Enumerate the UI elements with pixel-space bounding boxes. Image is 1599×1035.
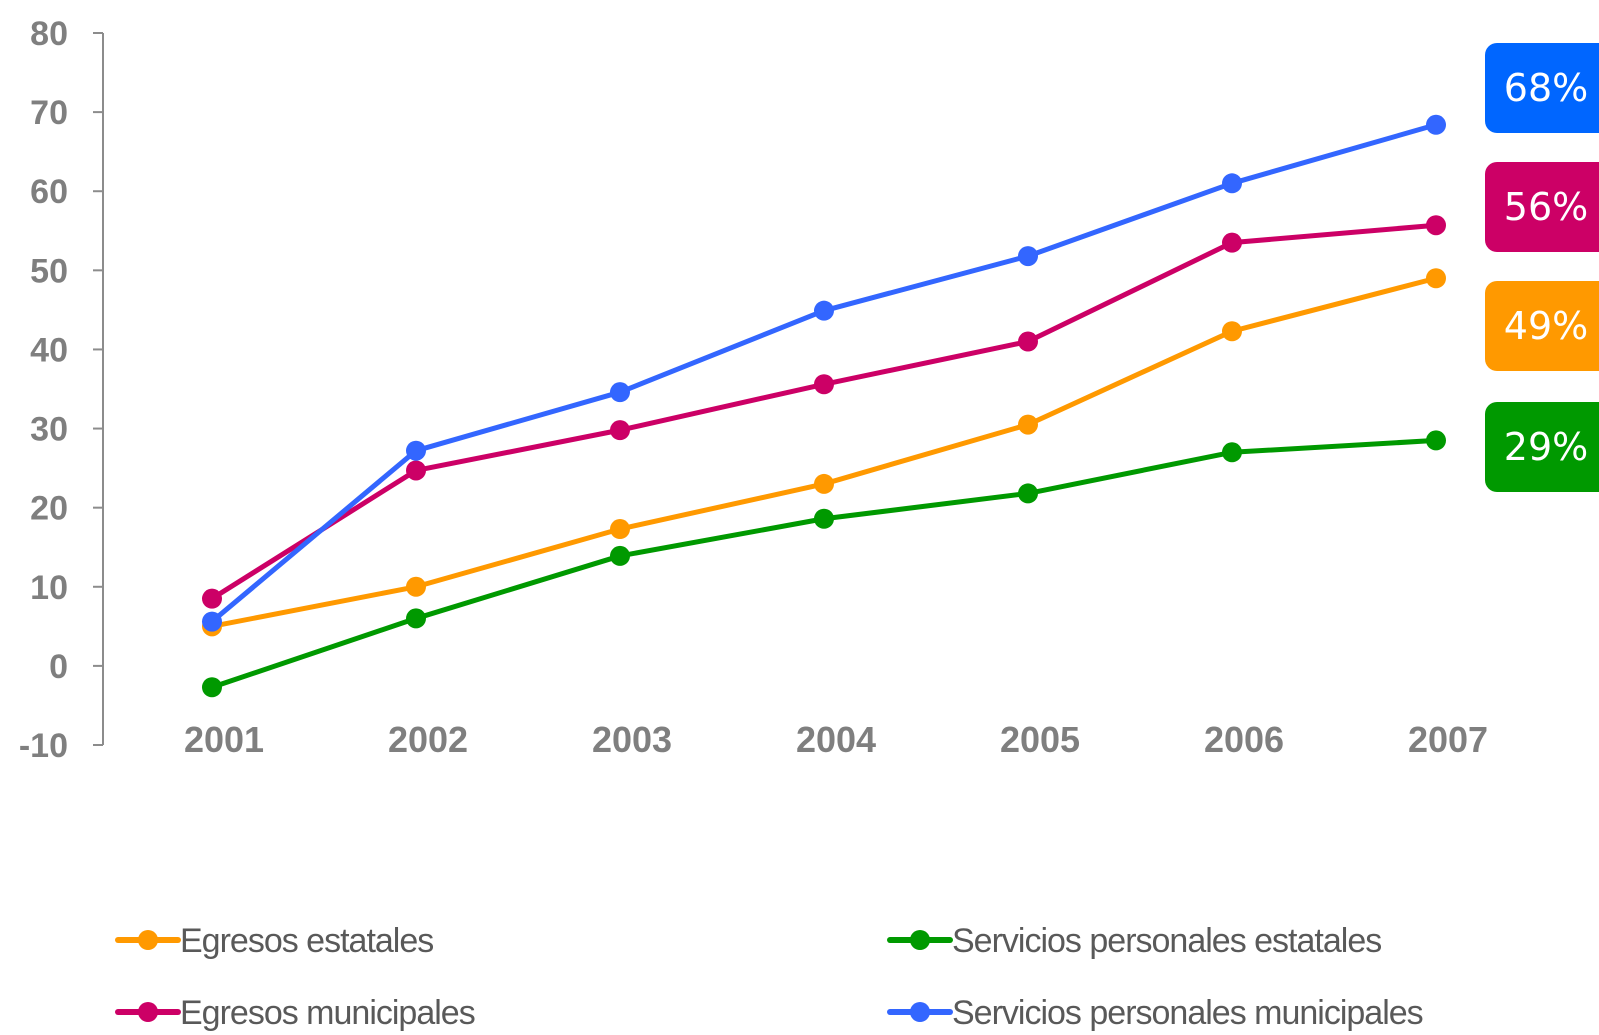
data-point xyxy=(1426,430,1446,451)
legend-swatch-marker xyxy=(910,1002,930,1022)
data-point xyxy=(202,677,222,698)
y-tick-label: 30 xyxy=(30,411,68,449)
data-point xyxy=(610,382,630,403)
x-tick-label: 2005 xyxy=(1000,719,1080,760)
data-point xyxy=(610,420,630,441)
y-tick-label: 0 xyxy=(49,648,68,686)
data-point xyxy=(1426,114,1446,135)
y-tick-label: -10 xyxy=(19,727,68,765)
data-point xyxy=(610,519,630,540)
badge-box xyxy=(1485,162,1599,252)
badge-box xyxy=(1485,43,1599,133)
legend-item-egresos-municipales: Egresos municipales xyxy=(115,994,476,1032)
y-tick-label: 70 xyxy=(30,94,68,132)
data-point xyxy=(814,300,834,321)
legend-item-servicios-personales-estatales: Servicios personales estatales xyxy=(887,922,1382,960)
y-tick-label: 60 xyxy=(30,173,68,211)
x-tick-label: 2006 xyxy=(1204,719,1284,760)
x-axis: 2001 2002 2003 2004 2005 2006 2007 xyxy=(184,719,1488,760)
legend-swatch-marker xyxy=(138,1002,158,1022)
data-point xyxy=(1222,232,1242,253)
legend-item-egresos-estatales: Egresos estatales xyxy=(115,922,434,960)
y-tick-label: 80 xyxy=(30,15,68,53)
x-tick-label: 2007 xyxy=(1408,719,1488,760)
badge-label: 49% xyxy=(1504,304,1588,348)
end-value-badges: 49% 56% 29% 68% xyxy=(1485,43,1599,492)
series-servicios-personales-estatales xyxy=(202,430,1446,698)
legend-swatch-marker xyxy=(138,930,158,950)
data-point xyxy=(1018,331,1038,352)
x-tick-label: 2003 xyxy=(592,719,672,760)
legend-label: Servicios personales estatales xyxy=(952,922,1381,960)
data-point xyxy=(814,473,834,494)
data-point xyxy=(1018,246,1038,267)
data-point xyxy=(202,588,222,609)
legend-swatch-marker xyxy=(910,930,930,950)
data-point xyxy=(1222,321,1242,342)
badge-egresos-municipales: 56% xyxy=(1485,162,1599,252)
series-egresos-estatales xyxy=(202,268,1446,637)
data-point xyxy=(406,576,426,597)
x-tick-label: 2004 xyxy=(796,719,876,760)
badge-label: 29% xyxy=(1504,425,1588,469)
data-point xyxy=(406,460,426,481)
y-tick-label: 10 xyxy=(30,569,68,607)
badge-box xyxy=(1485,281,1599,371)
series-line xyxy=(209,122,1439,625)
legend-label: Servicios personales municipales xyxy=(952,994,1423,1032)
y-tick-label: 20 xyxy=(30,490,68,528)
legend-item-servicios-personales-municipales: Servicios personales municipales xyxy=(887,994,1424,1032)
data-point xyxy=(1018,483,1038,504)
badge-label: 56% xyxy=(1504,185,1588,229)
series-egresos-municipales xyxy=(202,215,1446,609)
x-tick-label: 2001 xyxy=(184,719,264,760)
data-point xyxy=(202,611,222,632)
badge-servicios-personales-estatales: 29% xyxy=(1485,402,1599,492)
data-point xyxy=(406,608,426,629)
badge-egresos-estatales: 49% xyxy=(1485,281,1599,371)
badge-servicios-personales-municipales: 68% xyxy=(1485,43,1599,133)
y-tick-label: 40 xyxy=(30,331,68,369)
data-point xyxy=(1222,442,1242,463)
badge-label: 68% xyxy=(1504,66,1588,110)
data-point xyxy=(814,508,834,529)
data-point xyxy=(610,545,630,566)
x-tick-label: 2002 xyxy=(388,719,468,760)
series-servicios-personales-municipales xyxy=(202,114,1446,632)
data-point xyxy=(1426,215,1446,236)
data-point xyxy=(406,440,426,461)
series-line xyxy=(209,222,1439,602)
legend: Egresos estatales Egresos municipales Serv… xyxy=(115,922,1424,1032)
data-point xyxy=(814,374,834,395)
legend-label: Egresos estatales xyxy=(180,922,433,960)
data-point xyxy=(1426,268,1446,289)
data-point xyxy=(1018,414,1038,435)
y-tick-label: 50 xyxy=(30,252,68,290)
data-point xyxy=(1222,173,1242,194)
legend-label: Egresos municipales xyxy=(180,994,475,1032)
series-lines xyxy=(202,114,1446,698)
badge-box xyxy=(1485,402,1599,492)
y-axis: 80 70 60 50 40 30 20 10 0 -10 xyxy=(19,15,104,765)
